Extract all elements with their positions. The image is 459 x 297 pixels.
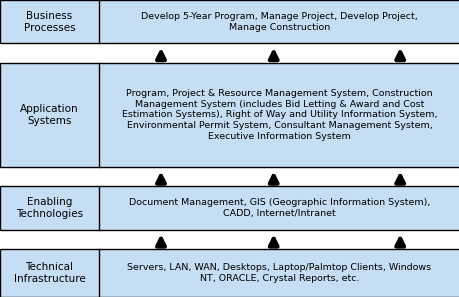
- Text: Develop 5-Year Program, Manage Project, Develop Project,
Manage Construction: Develop 5-Year Program, Manage Project, …: [141, 12, 417, 31]
- Bar: [0, 187, 459, 230]
- Text: Enabling
Technologies: Enabling Technologies: [16, 197, 83, 219]
- Text: Document Management, GIS (Geographic Information System),
CADD, Internet/Intrane: Document Management, GIS (Geographic Inf…: [129, 198, 429, 218]
- Text: Technical
Infrastructure: Technical Infrastructure: [14, 262, 85, 284]
- Text: Program, Project & Resource Management System, Construction
Management System (i: Program, Project & Resource Management S…: [122, 89, 436, 141]
- Text: Business
Processes: Business Processes: [23, 11, 75, 33]
- Bar: [0, 249, 459, 297]
- Text: Servers, LAN, WAN, Desktops, Laptop/Palmtop Clients, Windows
NT, ORACLE, Crystal: Servers, LAN, WAN, Desktops, Laptop/Palm…: [127, 263, 431, 283]
- Text: Application
Systems: Application Systems: [20, 104, 78, 126]
- Bar: [0, 0, 459, 43]
- Bar: [0, 63, 459, 167]
